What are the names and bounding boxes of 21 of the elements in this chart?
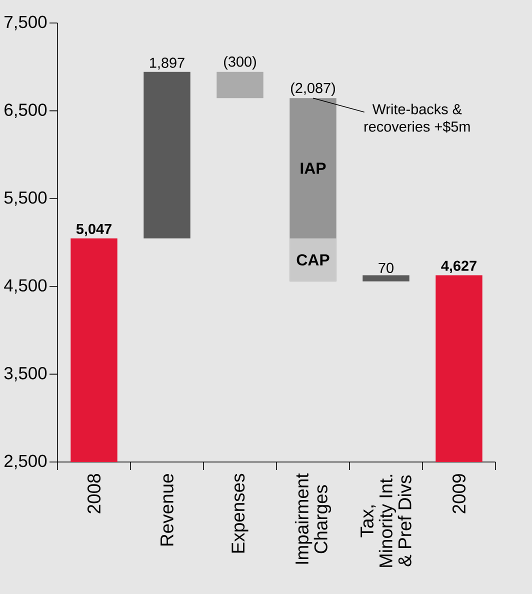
y-tick-label: 6,500 [4, 104, 47, 118]
data-label: 70 [378, 262, 394, 274]
data-label: 4,627 [441, 260, 476, 274]
y-tick-label: 3,500 [4, 366, 47, 382]
y-tick-label: 5,500 [4, 191, 47, 206]
x-tick-label: Tax, Minority Int. & Pref Divs [360, 474, 412, 567]
y-tick-label: 4,500 [4, 279, 47, 294]
annotation: Write-backs & recoveries +$5m [364, 104, 470, 133]
x-tick-label: 2009 [452, 474, 466, 514]
data-label: (2,087) [291, 82, 335, 96]
y-tick-label: 7,500 [4, 16, 47, 30]
x-tick-label: 2008 [87, 474, 101, 514]
x-tick-label: Impairment Charges [294, 473, 332, 564]
data-label: 5,047 [76, 224, 112, 236]
y-tick-label: 2,500 [4, 454, 47, 470]
data-label: (300) [224, 56, 256, 70]
annotation: IAP [300, 162, 326, 174]
data-label: 1,897 [150, 58, 184, 70]
x-tick-label: Expenses [232, 474, 248, 553]
annotation: CAP [296, 254, 330, 266]
x-tick-label: Revenue [160, 474, 174, 546]
